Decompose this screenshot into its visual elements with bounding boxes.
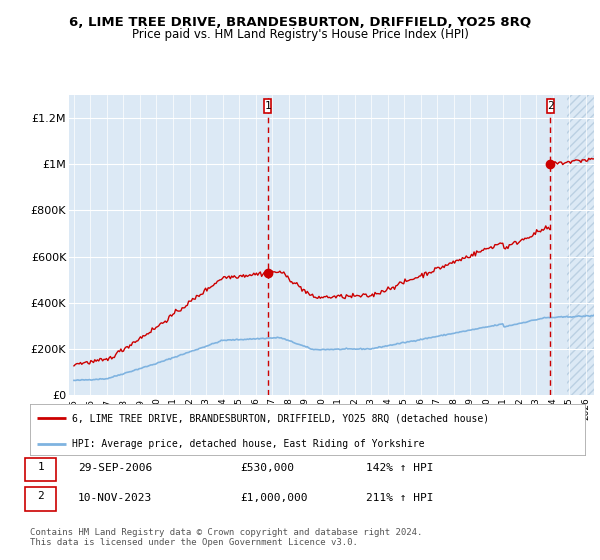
Bar bbox=[567, 95, 600, 395]
Text: HPI: Average price, detached house, East Riding of Yorkshire: HPI: Average price, detached house, East… bbox=[71, 438, 424, 449]
Text: Price paid vs. HM Land Registry's House Price Index (HPI): Price paid vs. HM Land Registry's House … bbox=[131, 28, 469, 41]
Text: 1: 1 bbox=[37, 462, 44, 472]
Text: 211% ↑ HPI: 211% ↑ HPI bbox=[366, 493, 433, 503]
Bar bbox=[567, 95, 600, 395]
Text: £530,000: £530,000 bbox=[240, 463, 294, 473]
Text: £1,000,000: £1,000,000 bbox=[240, 493, 308, 503]
FancyBboxPatch shape bbox=[547, 99, 554, 113]
Text: 29-SEP-2006: 29-SEP-2006 bbox=[78, 463, 152, 473]
FancyBboxPatch shape bbox=[25, 487, 56, 511]
Text: 2: 2 bbox=[547, 101, 554, 111]
Text: 10-NOV-2023: 10-NOV-2023 bbox=[78, 493, 152, 503]
FancyBboxPatch shape bbox=[25, 458, 56, 481]
Text: 1: 1 bbox=[265, 101, 271, 111]
Text: Contains HM Land Registry data © Crown copyright and database right 2024.
This d: Contains HM Land Registry data © Crown c… bbox=[30, 528, 422, 547]
Text: 6, LIME TREE DRIVE, BRANDESBURTON, DRIFFIELD, YO25 8RQ: 6, LIME TREE DRIVE, BRANDESBURTON, DRIFF… bbox=[69, 16, 531, 29]
Text: 6, LIME TREE DRIVE, BRANDESBURTON, DRIFFIELD, YO25 8RQ (detached house): 6, LIME TREE DRIVE, BRANDESBURTON, DRIFF… bbox=[71, 413, 489, 423]
FancyBboxPatch shape bbox=[265, 99, 271, 113]
Text: 2: 2 bbox=[37, 492, 44, 502]
Text: 142% ↑ HPI: 142% ↑ HPI bbox=[366, 463, 433, 473]
